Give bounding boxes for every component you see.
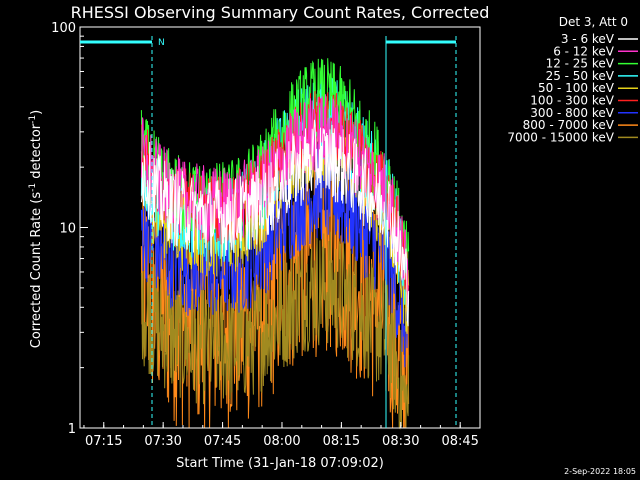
y-label-mid: detector: [29, 123, 44, 183]
y-label-sup1: -1: [28, 183, 38, 192]
x-tick-label: 08:45: [441, 434, 478, 449]
y-tick-label: 10: [59, 222, 76, 237]
legend-label: 300 - 800 keV: [530, 106, 614, 120]
night-markers: [80, 36, 457, 428]
x-tick-label: 08:30: [382, 434, 419, 449]
timestamp: 2-Sep-2022 18:05: [564, 467, 636, 476]
legend-label: 12 - 25 keV: [546, 57, 615, 71]
chart-title: RHESSI Observing Summary Count Rates, Co…: [71, 3, 490, 22]
legend-label: 6 - 12 keV: [553, 44, 615, 58]
legend-title: Det 3, Att 0: [559, 15, 628, 29]
y-tick-label: 100: [51, 21, 76, 36]
x-tick-label: 08:15: [323, 434, 360, 449]
data-layer: [140, 58, 410, 430]
legend-label: 800 - 7000 keV: [523, 118, 615, 132]
x-tick-label: 07:15: [85, 434, 122, 449]
legend-label: 7000 - 15000 keV: [507, 130, 614, 144]
y-label-end: ): [29, 110, 44, 115]
night-flag-label: N: [158, 38, 165, 48]
series-line-8: [140, 231, 410, 430]
x-tick-label: 07:45: [204, 434, 241, 449]
legend-label: 100 - 300 keV: [530, 94, 614, 108]
y-label-main: Corrected Count Rate (s: [29, 192, 44, 349]
y-axis-label: Corrected Count Rate (s-1 detector-1): [28, 110, 44, 348]
y-axis: 1 10 100: [51, 21, 88, 437]
legend-label: 3 - 6 keV: [561, 32, 615, 46]
legend-label: 50 - 100 keV: [538, 81, 615, 95]
series-line-0: [140, 119, 410, 327]
legend-label: 25 - 50 keV: [546, 69, 615, 83]
y-tick-label: 1: [68, 422, 76, 437]
x-tick-label: 07:30: [144, 434, 181, 449]
x-axis: 07:15 07:30 07:45 08:00 08:15 08:30 08:45: [83, 422, 481, 449]
y-label-sup2: -1: [28, 115, 38, 124]
x-axis-label: Start Time (31-Jan-18 07:09:02): [176, 456, 384, 471]
x-tick-label: 08:00: [263, 434, 300, 449]
